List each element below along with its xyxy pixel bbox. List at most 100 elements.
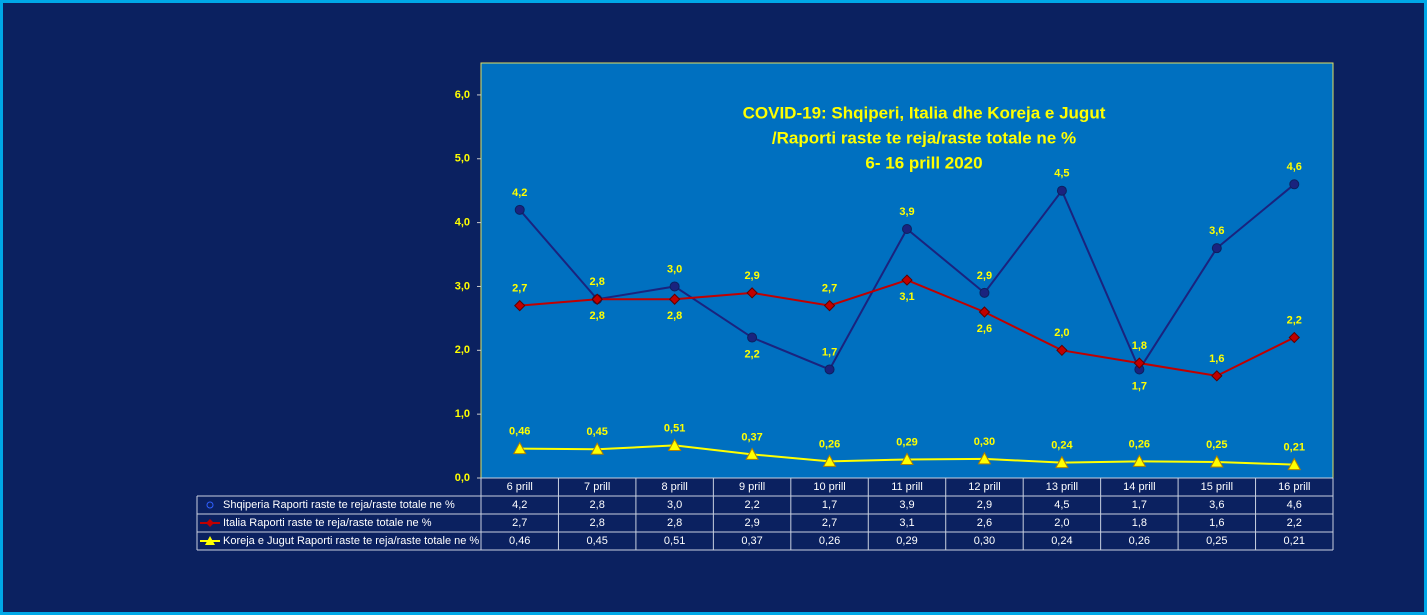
table-value: 0,46 — [509, 535, 530, 547]
data-label: 0,21 — [1284, 441, 1305, 453]
x-tick-label: 14 prill — [1123, 481, 1155, 493]
data-label: 0,30 — [974, 436, 995, 448]
point — [900, 452, 914, 465]
point — [668, 293, 681, 305]
point — [822, 454, 837, 467]
y-tick-label: 5,0 — [455, 153, 470, 165]
point — [667, 438, 682, 451]
point — [1287, 457, 1302, 471]
table-value: 3,1 — [899, 517, 914, 529]
table-value: 0,45 — [586, 535, 607, 547]
data-label: 0,26 — [1129, 438, 1150, 450]
data-label: 2,7 — [822, 283, 837, 295]
data-label: 3,1 — [899, 291, 914, 303]
legend-label: Shqiperia Raporti raste te reja/raste to… — [223, 499, 455, 511]
x-tick-label: 6 prill — [507, 481, 533, 493]
data-label: 1,7 — [822, 346, 837, 358]
point — [1056, 344, 1068, 357]
data-label: 2,8 — [590, 310, 605, 322]
y-tick-label: 2,0 — [455, 344, 470, 356]
data-label: 3,6 — [1209, 225, 1224, 237]
y-tick-label: 4,0 — [455, 217, 470, 229]
table-value: 1,8 — [1132, 517, 1147, 529]
data-label: 3,0 — [667, 263, 682, 275]
x-tick-label: 7 prill — [584, 481, 610, 493]
legend-marker — [206, 519, 214, 527]
point — [1056, 185, 1067, 196]
x-tick-label: 10 prill — [813, 481, 845, 493]
point — [1211, 370, 1223, 382]
point — [901, 274, 913, 286]
data-label: 3,9 — [899, 206, 914, 218]
chart-title: 6- 16 prill 2020 — [865, 153, 982, 172]
chart-title: COVID-19: Shqiperi, Italia dhe Koreja e … — [743, 103, 1106, 122]
table-value: 0,21 — [1284, 535, 1305, 547]
table-value: 0,29 — [896, 535, 917, 547]
data-label: 0,25 — [1206, 439, 1227, 451]
y-tick-label: 3,0 — [455, 280, 470, 292]
table-value: 0,51 — [664, 535, 685, 547]
point — [669, 281, 680, 292]
data-label: 0,46 — [509, 426, 530, 438]
data-label: 2,2 — [1287, 314, 1302, 326]
x-tick-label: 8 prill — [661, 481, 687, 493]
data-label: 1,7 — [1132, 380, 1147, 392]
table-value: 2,7 — [512, 517, 527, 529]
table-value: 1,7 — [822, 499, 837, 511]
x-tick-label: 13 prill — [1046, 481, 1078, 493]
point — [824, 364, 835, 375]
point — [590, 442, 605, 455]
point — [1055, 455, 1069, 469]
data-label: 2,8 — [667, 310, 682, 322]
table-value: 1,7 — [1132, 499, 1147, 511]
data-label: 4,5 — [1054, 168, 1069, 180]
x-tick-label: 12 prill — [968, 481, 1000, 493]
legend-label: Koreja e Jugut Raporti raste te reja/ras… — [223, 535, 479, 547]
y-tick-label: 6,0 — [455, 89, 470, 101]
point — [1133, 357, 1146, 369]
table-value: 0,30 — [974, 535, 995, 547]
legend-marker — [205, 536, 215, 545]
data-label: 0,26 — [819, 438, 840, 450]
point — [514, 299, 526, 312]
table-value: 0,37 — [741, 535, 762, 547]
point — [1209, 454, 1224, 468]
data-label: 4,2 — [512, 187, 527, 199]
point — [978, 306, 991, 318]
data-label: 4,6 — [1287, 161, 1302, 173]
point — [1211, 243, 1222, 254]
table-value: 2,8 — [590, 499, 605, 511]
table-value: 2,8 — [667, 517, 682, 529]
table-value: 2,8 — [590, 517, 605, 529]
x-tick-label: 9 prill — [739, 481, 765, 493]
point — [977, 451, 992, 465]
table-value: 2,2 — [1287, 517, 1302, 529]
point — [591, 293, 603, 305]
y-tick-label: 1,0 — [455, 408, 470, 420]
table-value: 4,6 — [1287, 499, 1302, 511]
data-label: 2,9 — [977, 270, 992, 282]
x-tick-label: 15 prill — [1201, 481, 1233, 493]
table-value: 4,5 — [1054, 499, 1069, 511]
data-label: 2,7 — [512, 283, 527, 295]
data-label: 2,6 — [977, 323, 992, 335]
point — [747, 332, 758, 343]
point — [512, 441, 527, 455]
table-value: 0,26 — [819, 535, 840, 547]
table-value: 2,6 — [977, 517, 992, 529]
data-label: 2,2 — [744, 348, 759, 360]
legend-marker — [206, 501, 214, 509]
legend-label: Italia Raporti raste te reja/raste total… — [223, 517, 432, 529]
data-label: 2,8 — [590, 276, 605, 288]
data-label: 0,29 — [896, 436, 917, 448]
table-value: 2,2 — [744, 499, 759, 511]
point — [745, 447, 759, 460]
table-value: 3,9 — [899, 499, 914, 511]
table-value: 0,25 — [1206, 535, 1227, 547]
table-value: 3,6 — [1209, 499, 1224, 511]
data-label: 0,45 — [586, 426, 607, 438]
point — [979, 287, 990, 298]
data-label: 1,6 — [1209, 353, 1224, 365]
table-value: 1,6 — [1209, 517, 1224, 529]
